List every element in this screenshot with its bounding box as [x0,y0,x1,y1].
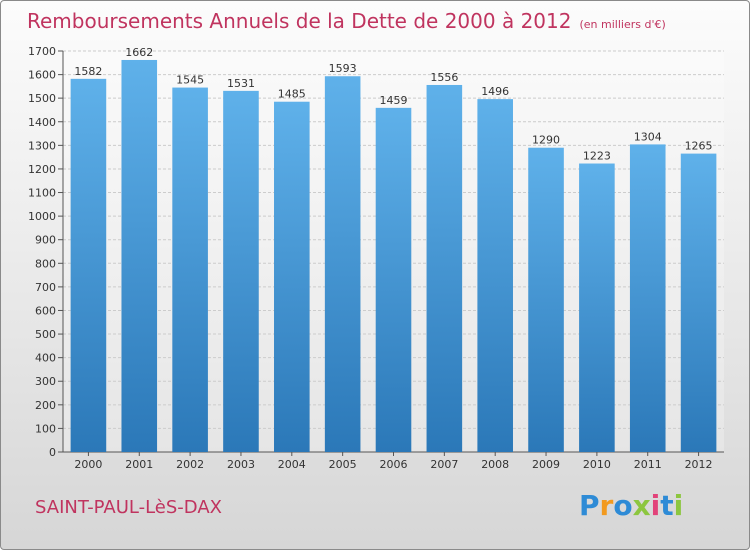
y-tick-label: 1400 [28,116,56,129]
x-tick-label: 2001 [125,458,153,471]
bar [121,59,158,452]
bar [477,99,513,453]
bar [680,153,717,452]
x-tick-label: 2011 [634,458,662,471]
bar-value-label: 1290 [532,134,560,147]
y-tick-label: 600 [35,304,56,317]
bar-value-label: 1265 [685,140,713,153]
y-tick-label: 1300 [28,139,56,152]
bar-value-label: 1531 [227,77,255,90]
brand-letter: P [579,489,600,522]
brand-letter: r [599,489,614,522]
y-tick-label: 1700 [28,45,56,58]
y-tick-label: 300 [35,375,56,388]
x-tick-label: 2000 [74,458,102,471]
bar-value-label: 1496 [481,85,509,98]
y-tick-label: 100 [35,422,56,435]
bar [324,76,361,452]
x-tick-label: 2012 [685,458,713,471]
y-tick-label: 1000 [28,210,56,223]
bar-value-label: 1556 [430,71,458,84]
bar [375,107,412,452]
chart-title: Remboursements Annuels de la Dette de 20… [27,9,666,33]
bar-value-label: 1223 [583,150,611,163]
bar-value-label: 1485 [278,88,306,101]
y-tick-label: 1600 [28,69,56,82]
x-tick-label: 2007 [430,458,458,471]
bar [528,147,564,452]
bar-value-label: 1593 [329,62,357,75]
bar [629,144,666,452]
y-tick-label: 500 [35,328,56,341]
bar [172,87,208,452]
bar-value-label: 1662 [125,46,153,59]
chart-title-text: Remboursements Annuels de la Dette de 20… [27,9,572,33]
x-tick-label: 2003 [227,458,255,471]
bar [70,78,107,453]
x-tick-label: 2006 [380,458,408,471]
brand-letter: o [613,489,633,522]
y-tick-label: 1200 [28,163,56,176]
y-tick-label: 700 [35,281,56,294]
bar [579,163,615,453]
bar-value-label: 1545 [176,74,204,87]
brand-letter: x [632,489,651,522]
y-tick-label: 900 [35,234,56,247]
bar-value-label: 1582 [74,65,102,78]
bar-value-label: 1304 [634,130,662,143]
x-tick-label: 2010 [583,458,611,471]
brand-letter: i [650,489,661,522]
y-tick-label: 0 [49,446,56,459]
x-tick-label: 2002 [176,458,204,471]
location-label: SAINT-PAUL-LèS-DAX [35,497,222,518]
x-tick-label: 2005 [329,458,357,471]
brand-logo: Proxiti [579,489,683,522]
y-tick-label: 1100 [28,187,56,200]
y-tick-label: 1500 [28,92,56,105]
unit-note: (en milliers d'€) [579,18,666,31]
x-tick-label: 2009 [532,458,560,471]
bar-value-label: 1459 [380,94,408,107]
brand-letter: t [660,489,674,522]
bar [274,101,310,452]
x-tick-label: 2008 [481,458,509,471]
y-tick-label: 400 [35,352,56,365]
y-tick-label: 800 [35,257,56,270]
y-tick-label: 200 [35,399,56,412]
brand-letter: i [673,489,684,522]
bar [223,90,259,452]
x-tick-label: 2004 [278,458,306,471]
bar [426,84,463,453]
